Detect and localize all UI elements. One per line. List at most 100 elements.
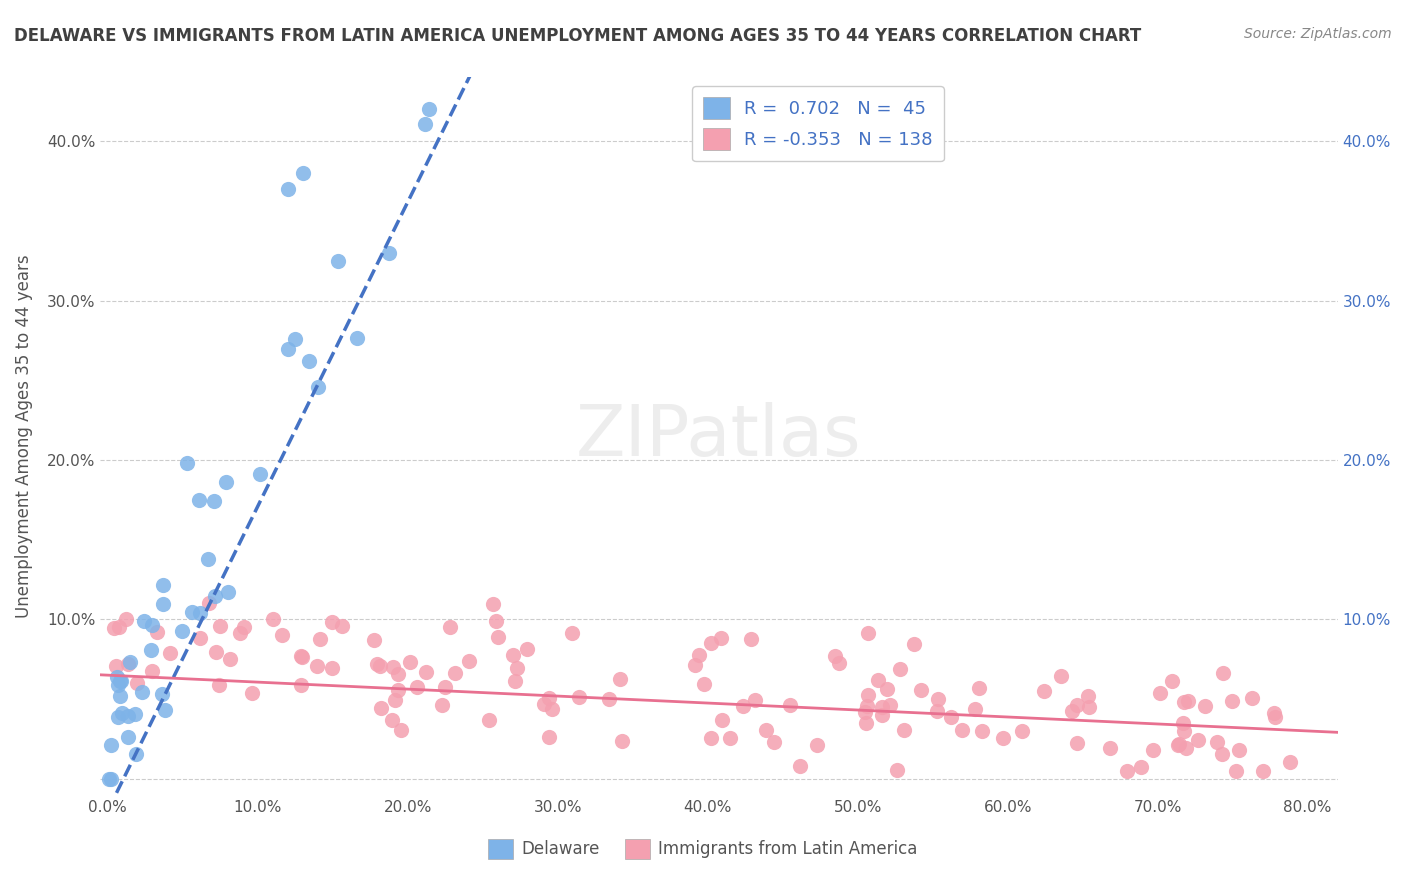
Text: ZIPatlas: ZIPatlas <box>576 401 862 471</box>
Point <box>197 551 219 566</box>
Point <box>103 621 125 635</box>
Point <box>879 698 901 713</box>
Point <box>710 631 733 645</box>
Point <box>131 685 153 699</box>
Point <box>733 699 755 714</box>
Point <box>370 701 392 715</box>
Point <box>418 103 440 117</box>
Point <box>1060 705 1083 719</box>
Point <box>111 706 134 720</box>
Point <box>232 620 254 634</box>
Point <box>159 646 181 660</box>
Point <box>789 759 811 773</box>
Point <box>298 354 321 368</box>
Point <box>1032 683 1054 698</box>
Point <box>153 703 176 717</box>
Point <box>215 475 238 490</box>
Point <box>307 380 329 394</box>
Point <box>389 723 412 737</box>
Point <box>290 678 312 692</box>
Point <box>693 676 716 690</box>
Point <box>1173 695 1195 709</box>
Point <box>1066 736 1088 750</box>
Point <box>1011 723 1033 738</box>
Point <box>208 678 231 692</box>
Point <box>889 662 911 676</box>
Point <box>277 182 299 196</box>
Point <box>1251 764 1274 778</box>
Legend: Delaware, Immigrants from Latin America: Delaware, Immigrants from Latin America <box>482 832 924 866</box>
Point <box>1227 742 1250 756</box>
Point <box>1098 741 1121 756</box>
Point <box>683 657 706 672</box>
Point <box>457 654 479 668</box>
Point <box>993 731 1015 745</box>
Point <box>853 705 876 719</box>
Point <box>107 620 129 634</box>
Point <box>870 700 893 714</box>
Point <box>870 708 893 723</box>
Point <box>381 713 404 727</box>
Point <box>967 681 990 695</box>
Point <box>537 691 560 706</box>
Text: Source: ZipAtlas.com: Source: ZipAtlas.com <box>1244 27 1392 41</box>
Point <box>290 648 312 663</box>
Point <box>910 682 932 697</box>
Point <box>1187 733 1209 747</box>
Point <box>609 672 631 686</box>
Point <box>1077 690 1099 704</box>
Point <box>262 612 284 626</box>
Point <box>229 626 252 640</box>
Point <box>291 166 314 180</box>
Point <box>1129 760 1152 774</box>
Point <box>886 764 908 778</box>
Point <box>291 650 314 665</box>
Point <box>107 710 129 724</box>
Point <box>1149 685 1171 699</box>
Point <box>486 630 509 644</box>
Point <box>481 597 503 611</box>
Point <box>321 615 343 629</box>
Point <box>688 648 710 662</box>
Point <box>970 724 993 739</box>
Point <box>134 614 156 628</box>
Point <box>346 330 368 344</box>
Point <box>139 643 162 657</box>
Point <box>1225 764 1247 778</box>
Point <box>105 659 128 673</box>
Point <box>1161 673 1184 688</box>
Point <box>1167 738 1189 752</box>
Point <box>1066 698 1088 712</box>
Point <box>503 673 526 688</box>
Point <box>439 620 461 634</box>
Point <box>277 343 299 357</box>
Point <box>124 707 146 722</box>
Point <box>856 688 879 702</box>
Point <box>270 628 292 642</box>
Point <box>1171 715 1194 730</box>
Point <box>1206 735 1229 749</box>
Point <box>180 605 202 619</box>
Point <box>105 670 128 684</box>
Point <box>561 625 583 640</box>
Point <box>117 657 139 671</box>
Point <box>1173 723 1195 738</box>
Point <box>950 723 973 738</box>
Point <box>718 731 741 746</box>
Point <box>413 118 436 132</box>
Point <box>204 589 226 603</box>
Point <box>533 697 555 711</box>
Point <box>125 747 148 761</box>
Point <box>110 674 132 689</box>
Point <box>108 674 131 689</box>
Point <box>1142 743 1164 757</box>
Point <box>1115 764 1137 778</box>
Point <box>368 658 391 673</box>
Point <box>384 693 406 707</box>
Point <box>478 713 501 727</box>
Point <box>152 598 174 612</box>
Point <box>444 665 467 680</box>
Point <box>366 657 388 671</box>
Point <box>326 253 349 268</box>
Point <box>502 648 524 662</box>
